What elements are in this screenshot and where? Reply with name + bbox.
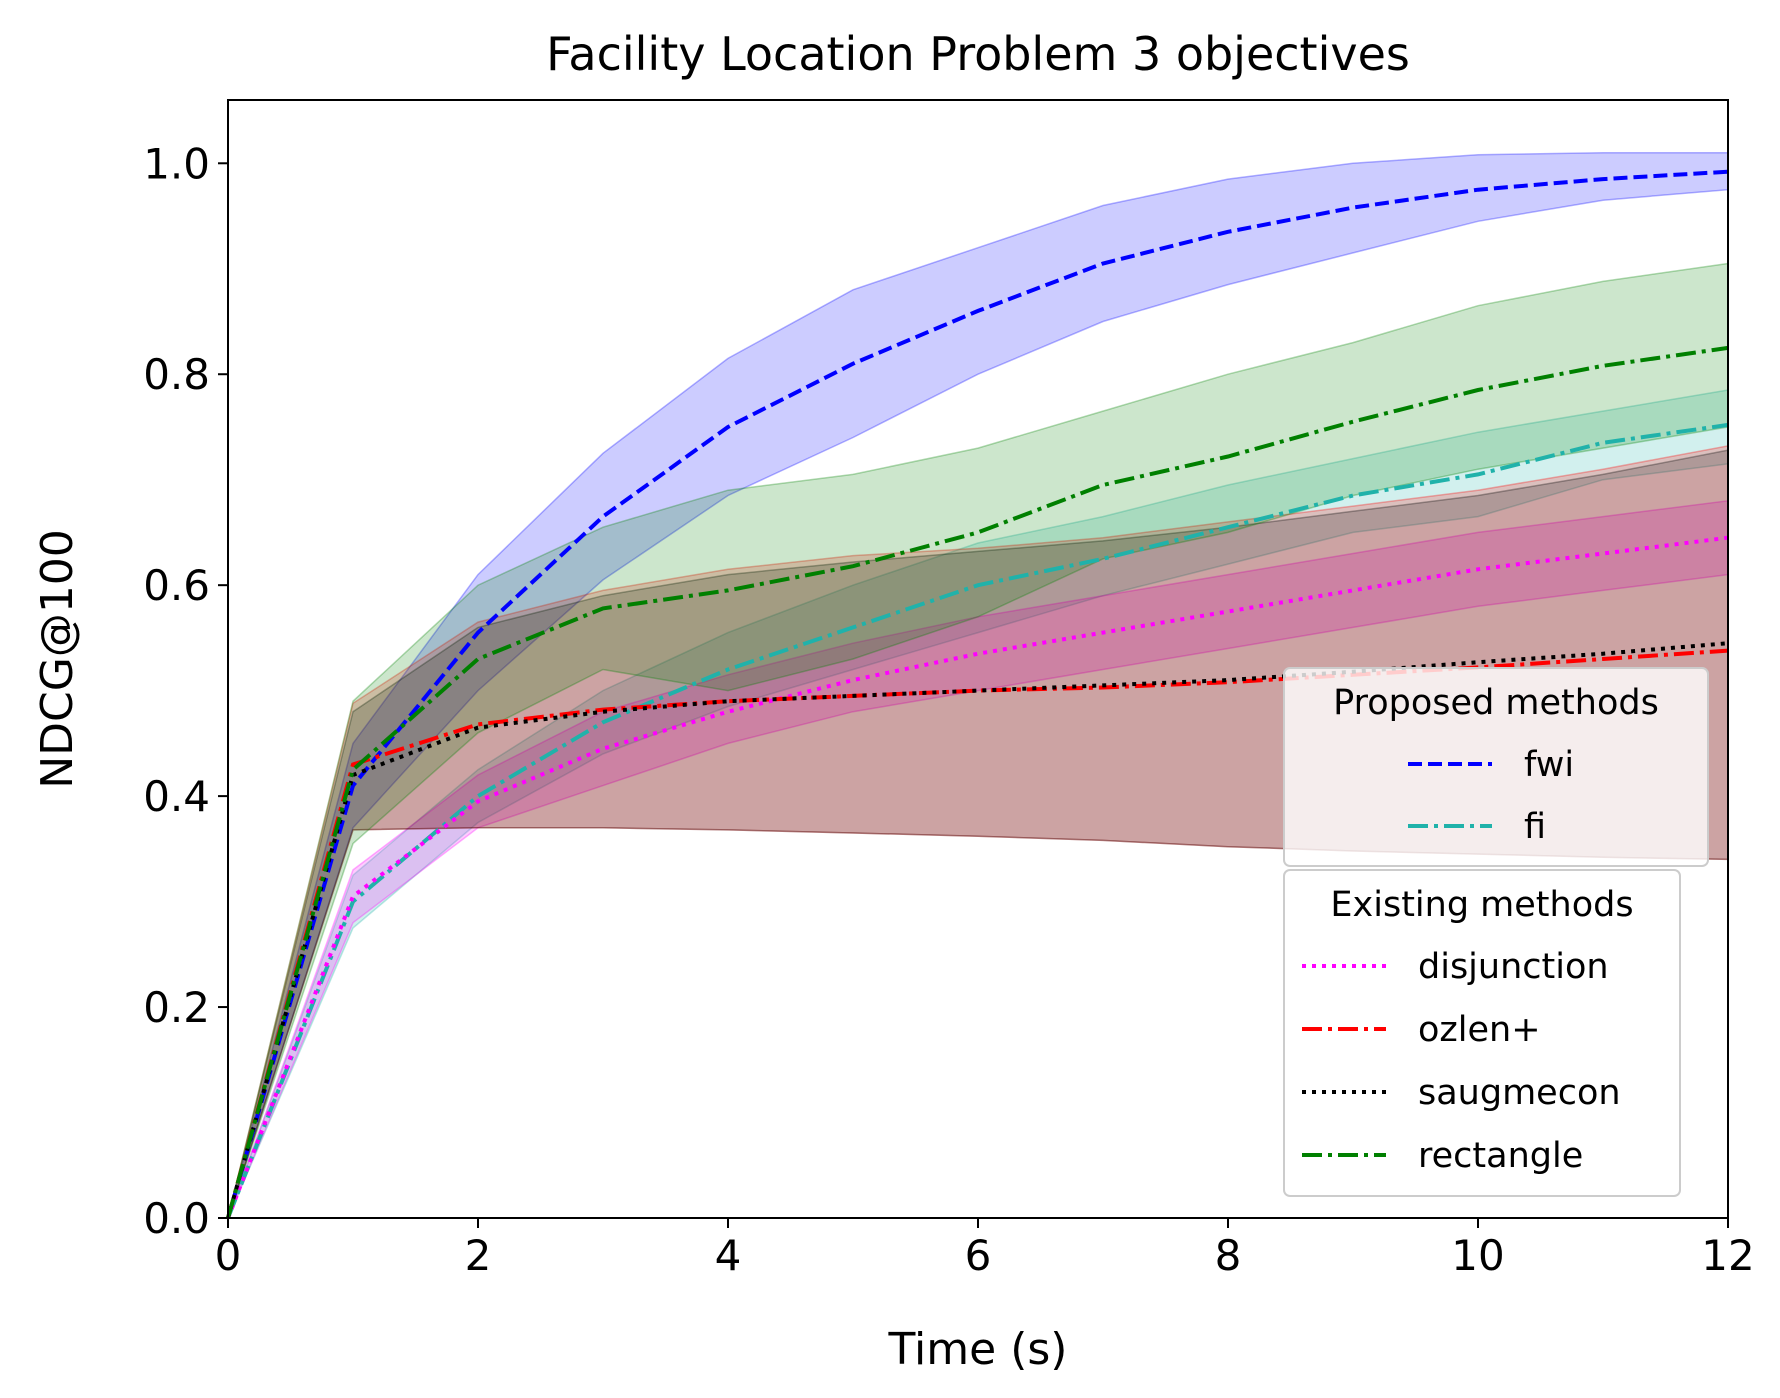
chart-title: Facility Location Problem 3 objectives (546, 27, 1410, 81)
legend-label-fi: fi (1524, 807, 1546, 847)
y-tick-label: 0.4 (143, 772, 210, 821)
x-tick-label: 0 (215, 1231, 242, 1280)
legend-label-rectangle: rectangle (1418, 1136, 1583, 1176)
legend-label-disjunction: disjunction (1418, 947, 1609, 987)
x-tick-label: 10 (1451, 1231, 1504, 1280)
y-tick-label: 0.6 (143, 561, 210, 610)
legend-title-proposed: Proposed methods (1333, 683, 1659, 723)
x-tick-label: 6 (965, 1231, 992, 1280)
x-tick-label: 8 (1215, 1231, 1242, 1280)
line-disjunction (226, 535, 1729, 1219)
x-tick-label: 12 (1701, 1231, 1754, 1280)
line-saugmecon (226, 641, 1729, 1219)
legend-label-saugmecon: saugmecon (1418, 1073, 1621, 1113)
confidence-bands (227, 151, 1729, 1219)
y-axis-label: NDCG@100 (32, 529, 83, 789)
legend-title-existing: Existing methods (1330, 885, 1633, 925)
y-tick-label: 0.2 (143, 983, 210, 1032)
x-tick-label: 2 (465, 1231, 492, 1280)
y-tick-label: 0.8 (143, 350, 210, 399)
line-fi (226, 422, 1729, 1219)
legend-box-existing (1283, 869, 1681, 1197)
x-axis-label: Time (s) (888, 1324, 1068, 1375)
x-axis: 0 2 4 6 8 10 12 (215, 1218, 1755, 1280)
y-tick-label: 0.0 (143, 1194, 210, 1243)
legend-existing: Existing methods disjunction ozlen+ saug… (1283, 869, 1681, 1197)
line-fwi (226, 169, 1729, 1219)
legend-label-fwi: fwi (1524, 745, 1574, 785)
y-axis: 0.0 0.2 0.4 0.6 0.8 1.0 (143, 139, 228, 1243)
legend-proposed: Proposed methods fwi fi (1283, 667, 1709, 867)
line-rectangle (226, 345, 1729, 1219)
y-tick-label: 1.0 (143, 139, 210, 188)
legend-label-ozlen: ozlen+ (1418, 1010, 1541, 1050)
x-tick-label: 4 (715, 1231, 742, 1280)
legend-box-proposed (1283, 667, 1709, 867)
